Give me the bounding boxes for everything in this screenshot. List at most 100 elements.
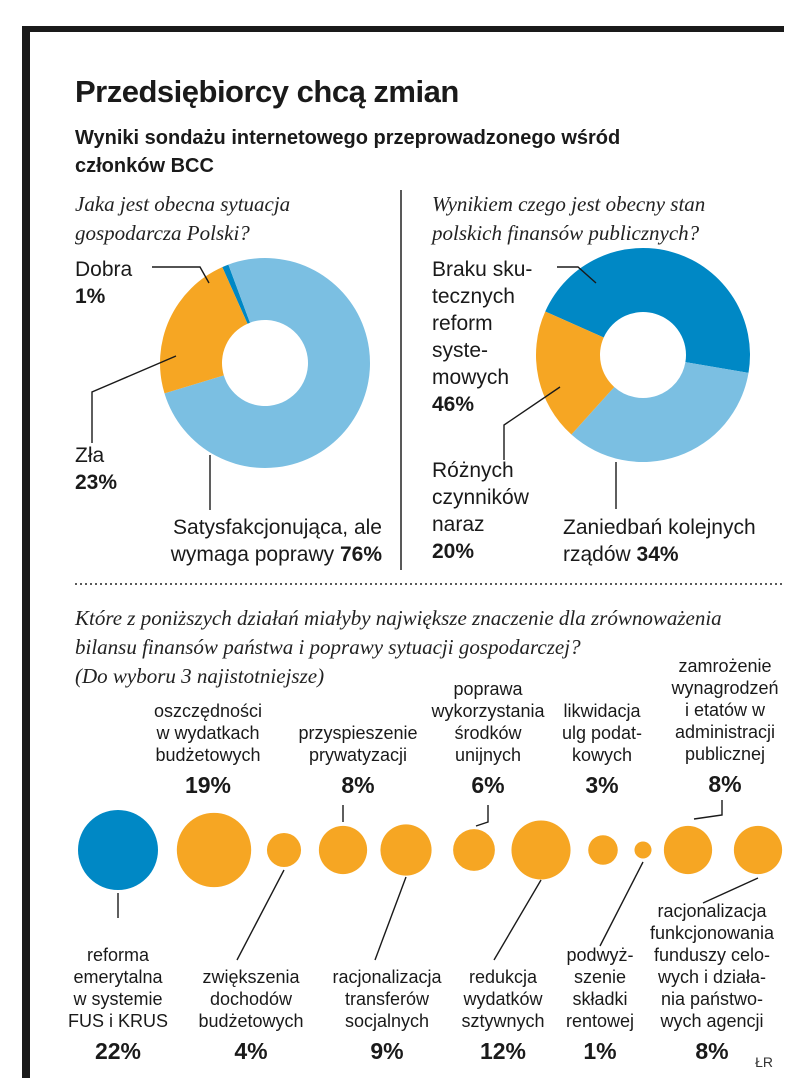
label-line: wykorzystania: [431, 701, 545, 721]
label-line: sztywnych: [461, 1011, 545, 1031]
donut2-slice-2: [536, 311, 615, 435]
label-line: (Do wyboru 3 najistotniejsze): [75, 664, 325, 688]
label-line: bilansu finansów państwa i poprawy sytua…: [75, 635, 581, 659]
label-line: kowych: [571, 745, 633, 765]
bubble-4: [380, 824, 432, 876]
donut2-slice-1: [571, 362, 749, 463]
label-line: racjonalizacja: [657, 901, 767, 921]
label-line: mowych: [432, 366, 510, 389]
label-dobra: Dobra 1%: [75, 256, 195, 310]
bubble-pct-6: 12%: [479, 1038, 527, 1064]
label-line: ulg podat-: [561, 723, 643, 743]
label-line: wych i działa-: [657, 967, 767, 987]
bubble-0: [78, 810, 158, 890]
bubble-3: [318, 825, 368, 875]
label-line: szenie: [573, 967, 627, 987]
donut2-slice-0: [545, 247, 751, 373]
bubble-label-3: przyspieszenie prywatyzacji: [283, 722, 433, 766]
leader-bubble-8: [599, 861, 644, 947]
label-line: rządów: [563, 543, 631, 566]
label-line: Różnych: [432, 459, 514, 482]
bubble-7: [588, 835, 618, 865]
bubble-6: [511, 820, 571, 880]
label-zla: Zła 23%: [75, 442, 195, 496]
leader-zla: [91, 355, 177, 443]
pct-label: 23%: [75, 471, 118, 494]
label-line: składki: [572, 989, 628, 1009]
label-line: publicznej: [684, 744, 766, 764]
label-line: środków: [454, 723, 522, 743]
leader-unijnych: [475, 805, 489, 827]
label-line: funduszy celo-: [653, 945, 771, 965]
label-line: w systemie: [73, 989, 163, 1009]
label-line: Zła: [75, 444, 105, 467]
bubble-pct-9: 8%: [708, 771, 742, 797]
bubble-label-1: oszczędności w wydatkach budżetowych: [138, 700, 278, 766]
label-line: Dobra: [75, 258, 133, 281]
label-line: funkcjonowania: [649, 923, 775, 943]
label-line: czynników: [432, 486, 529, 509]
bubble-pct-8: 1%: [583, 1038, 617, 1064]
label-line: syste-: [432, 339, 489, 362]
label-braku: Braku sku-tecznych reform syste-mowych 46%: [432, 256, 552, 418]
label-zaniedban: Zaniedbań kolejnych rządów 34%: [563, 514, 783, 568]
label-roznych: Różnych czynników naraz 20%: [432, 457, 562, 565]
bubble-9: [663, 825, 713, 875]
label-line: zamrożenie: [678, 656, 772, 676]
label-line: emerytalna: [73, 967, 163, 987]
bubble-8: [634, 841, 652, 859]
label-line: rentowej: [565, 1011, 635, 1031]
question-1: Jaka jest obecna sytuacja gospodarcza Pol…: [75, 190, 395, 248]
label-line: wymaga poprawy: [170, 543, 335, 566]
label-line: podwyż-: [566, 945, 634, 965]
leader-dobra: [152, 266, 210, 284]
label-line: reform: [432, 312, 493, 335]
bubble-pct-5: 6%: [471, 772, 505, 798]
leader-bubble-4: [374, 876, 407, 961]
bubble-label-2: zwiększenia dochodów budżetowych: [191, 966, 311, 1032]
bubble-pct-1: 19%: [184, 772, 232, 798]
bubble-label-7: likwidacja ulg podat-kowych: [547, 700, 657, 766]
label-line: w wydatkach: [156, 723, 260, 743]
frame-left-bar: [22, 26, 30, 1078]
leader-bubble-2: [236, 869, 285, 961]
label-line: dochodów: [209, 989, 293, 1009]
label-line: budżetowych: [198, 1011, 304, 1031]
pct-label: 20%: [432, 540, 475, 563]
label-satysfakcjonujaca: Satysfakcjonująca, ale wymaga poprawy 76%: [122, 514, 382, 568]
pct-label: 34%: [630, 543, 679, 566]
question-3: Które z poniższych działań miałyby najwi…: [75, 604, 785, 691]
label-line: wynagrodzeń: [671, 678, 779, 698]
page-subtitle: Wyniki sondażu internetowego przeprowadz…: [75, 127, 621, 177]
bubble-1: [176, 812, 252, 888]
bubble-label-5: poprawa wykorzystania środków unijnych: [413, 678, 563, 766]
bubble-label-0: reforma emerytalna w systemie FUS i KRUS: [63, 944, 173, 1032]
label-line: zwiększenia: [202, 967, 300, 987]
label-line: socjalnych: [344, 1011, 430, 1031]
label-line: Satysfakcjonująca, ale: [173, 516, 382, 539]
label-line: nia państwo-: [660, 989, 764, 1009]
bubble-label-4: racjonalizacja transferów socjalnych: [312, 966, 462, 1032]
label-line: unijnych: [454, 745, 522, 765]
frame-top-bar: [22, 26, 784, 32]
source-credit: ŁR: [755, 1054, 773, 1070]
label-line: i etatów w: [684, 700, 766, 720]
bubble-pct-3: 8%: [341, 772, 375, 798]
bubble-label-10: racjonalizacja funkcjonowania funduszy cel…: [642, 900, 782, 1032]
leader-bubble-10: [702, 877, 759, 904]
label-line: racjonalizacja: [332, 967, 442, 987]
label-line: Zaniedbań kolejnych: [563, 516, 756, 539]
pct-label: 46%: [432, 393, 475, 416]
label-line: polskich finansów publicznych?: [432, 221, 700, 245]
label-line: Braku sku-: [432, 258, 533, 281]
bubble-pct-0: 22%: [94, 1038, 142, 1064]
label-line: transferów: [344, 989, 430, 1009]
label-line: wydatków: [463, 989, 543, 1009]
label-line: gospodarcza Polski?: [75, 221, 250, 245]
donut1-slice-2: [159, 267, 248, 394]
bubble-pct-7: 3%: [585, 772, 619, 798]
bubble-pct-2: 4%: [234, 1038, 268, 1064]
